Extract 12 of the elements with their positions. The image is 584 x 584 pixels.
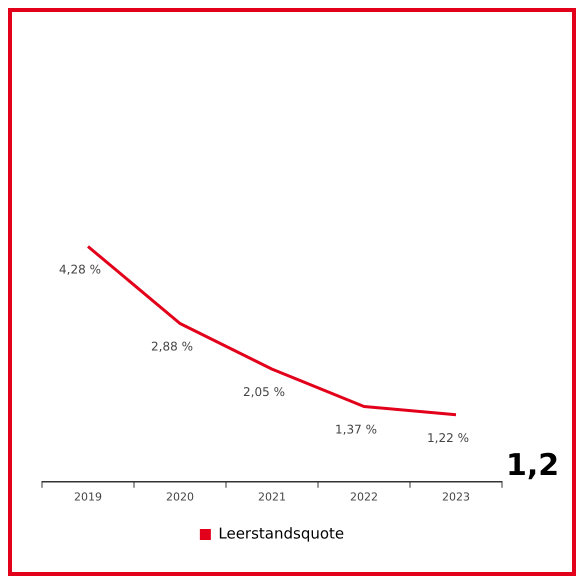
x-tick-label: 2021 (258, 490, 286, 504)
legend-label: Leerstandsquote (218, 524, 344, 542)
data-label: 1,37 % (335, 422, 377, 437)
x-tick-label: 2020 (166, 490, 194, 504)
x-tick-label: 2023 (442, 490, 470, 504)
data-label: 4,28 % (59, 262, 101, 277)
x-tick-label: 2022 (350, 490, 378, 504)
data-label: 2,88 % (151, 340, 193, 354)
x-tick-label: 2019 (74, 490, 102, 504)
data-label: 2,05 % (243, 385, 285, 400)
text: 1,2 (506, 448, 560, 483)
data-label: 1,22 % (427, 430, 469, 445)
